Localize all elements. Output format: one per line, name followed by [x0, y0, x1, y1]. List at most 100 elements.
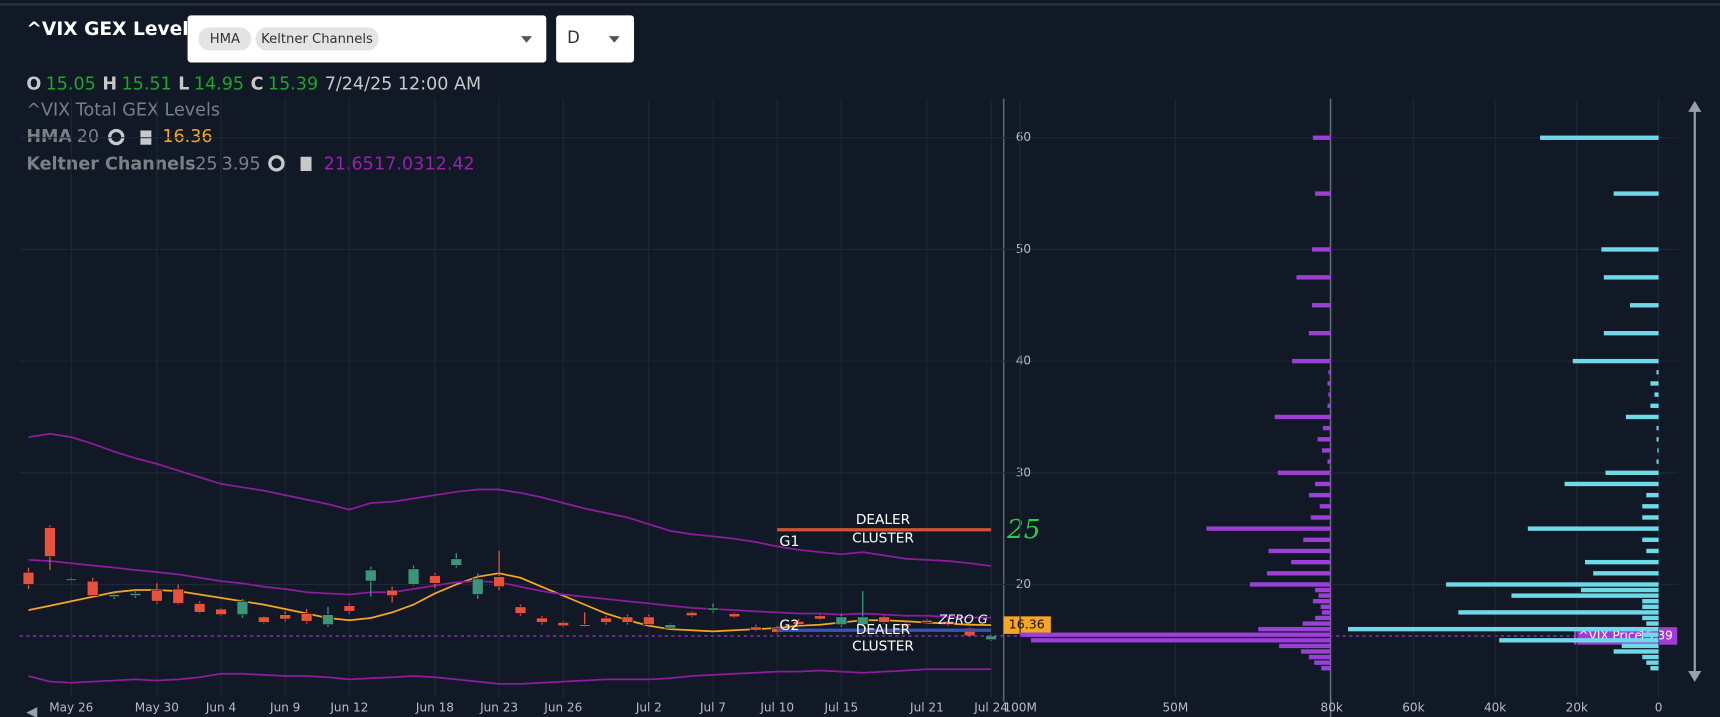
chip-label[interactable]: HMA — [210, 32, 240, 47]
gex-bar — [1458, 610, 1659, 615]
candle-body — [343, 605, 356, 612]
y-tick-label: 20 — [1016, 577, 1031, 591]
keltner-line — [28, 668, 992, 685]
gex-bar — [1319, 504, 1331, 509]
candle-body — [151, 589, 163, 602]
interval-select[interactable]: D — [556, 15, 635, 63]
candle-body — [878, 616, 890, 623]
chip-label[interactable]: Keltner Channels — [261, 32, 373, 47]
select-box[interactable] — [556, 15, 635, 63]
candle-body — [386, 589, 398, 596]
gex-bar — [1646, 621, 1659, 626]
hma-line — [28, 572, 992, 633]
candle-body — [471, 578, 484, 595]
gex-bar — [1642, 654, 1659, 660]
gex-bar — [1301, 649, 1331, 654]
gex-bar — [1642, 515, 1659, 520]
gex-bar — [1580, 587, 1659, 593]
candle-body — [835, 616, 848, 626]
gex-bar — [1312, 599, 1331, 604]
keltner-value: 12.42 — [425, 154, 475, 174]
candle-body — [279, 614, 292, 620]
candle-body — [322, 614, 334, 626]
gex-bar — [1642, 537, 1659, 542]
candle-body — [215, 608, 227, 615]
chip[interactable] — [198, 27, 252, 51]
gex-bar — [1621, 643, 1659, 649]
x-tick-label: Jul 2 — [635, 701, 662, 715]
x-tick-label: May 30 — [135, 701, 179, 715]
gex-bar — [1646, 548, 1659, 554]
gex-bar — [1310, 515, 1331, 520]
candle-body — [621, 616, 634, 623]
level-note: DEALER — [856, 622, 911, 638]
gex-bar — [1320, 604, 1331, 609]
gex-bar — [1564, 481, 1659, 487]
gex-bar — [1258, 626, 1331, 632]
gex-bar — [1603, 275, 1659, 280]
gex-bar — [1629, 303, 1659, 308]
gex-bar — [1601, 247, 1659, 252]
gex-bar — [1511, 593, 1659, 598]
gex-bar — [1499, 638, 1659, 643]
gex-bar — [1312, 135, 1331, 140]
gex-bar — [1315, 191, 1331, 196]
keltner-value: 21.65 — [324, 154, 374, 174]
gex-bar — [1328, 392, 1331, 397]
zero-gamma-label: ZERO G — [938, 612, 988, 627]
gex-bar — [1585, 559, 1659, 565]
candle-body — [236, 600, 249, 615]
gex-bar — [1266, 571, 1331, 576]
x-tick-label: Jun 18 — [415, 701, 454, 715]
gex-bar — [1446, 582, 1659, 587]
x-tick-label: Jun 4 — [205, 701, 236, 715]
hma-length: 20 — [77, 127, 99, 147]
y-tick-label: 50 — [1016, 242, 1031, 256]
gex-bar — [1315, 615, 1331, 621]
gex-bar — [1302, 621, 1331, 626]
caret[interactable] — [521, 36, 533, 43]
x-tick-label: Jul 10 — [759, 701, 794, 715]
gex-bar — [1650, 381, 1659, 386]
keltner-multiplier: 3.95 — [222, 154, 261, 174]
gex-bar — [1642, 615, 1659, 621]
ohlc-label: L — [178, 74, 189, 94]
gex-bar — [1321, 448, 1331, 453]
gex-bar — [1656, 459, 1659, 464]
settings-icon[interactable] — [268, 155, 285, 172]
gex-bar — [1249, 582, 1331, 587]
delete-icon[interactable] — [300, 156, 312, 172]
caret[interactable] — [608, 36, 620, 43]
keltner-label: Keltner Channels — [26, 154, 195, 174]
candle-body — [514, 606, 527, 614]
gex-bar — [1274, 414, 1331, 420]
y-tick-label: 60 — [1016, 130, 1031, 144]
ohlc-legend: O 15.05 H 15.51 L 14.95 C 15.39 7/24/25 12:00 AM — [26, 74, 481, 94]
keltner-length: 25 — [195, 154, 217, 174]
candle-body — [364, 569, 377, 582]
candle-body — [407, 568, 420, 585]
gex-bar — [1321, 666, 1331, 671]
level-name: G2 — [779, 618, 799, 634]
gex-bar — [1314, 660, 1331, 665]
pan-left[interactable] — [26, 707, 38, 717]
gex-bar — [1613, 191, 1659, 196]
x-tick-label: 80k — [1321, 701, 1343, 715]
scroll-arrow[interactable] — [1688, 100, 1702, 682]
candle-body — [65, 578, 78, 581]
ohlc-date: 7/24/25 12:00 AM — [325, 74, 481, 94]
interval-label[interactable]: D — [567, 28, 580, 47]
indicator-select[interactable]: HMA Keltner Channels — [187, 15, 547, 63]
x-tick-label: 0 — [1655, 701, 1663, 715]
gex-bar — [1656, 370, 1659, 375]
gex-bar — [1308, 654, 1331, 660]
candle-body — [429, 575, 441, 584]
gex-bar — [1321, 610, 1331, 615]
gex-bar — [1268, 548, 1331, 554]
x-tick-label: Jun 9 — [269, 701, 300, 715]
keltner-value: 17.03 — [374, 154, 424, 174]
gex-bar — [1642, 504, 1659, 509]
settings-icon[interactable] — [108, 128, 125, 146]
chip[interactable] — [255, 27, 379, 51]
ohlc-label: C — [251, 74, 264, 94]
